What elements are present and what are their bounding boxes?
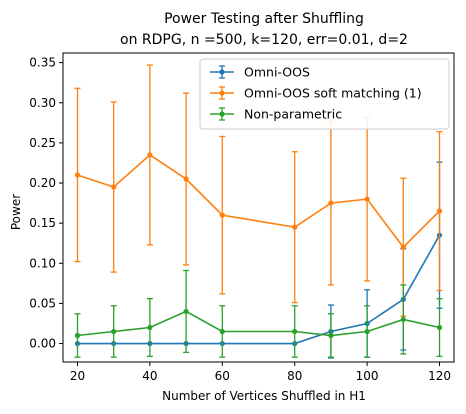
chart-title-line-1: Power Testing after Shuffling <box>164 11 364 27</box>
legend-label: Omni-OOS soft matching (1) <box>244 86 422 101</box>
data-point <box>328 332 334 339</box>
data-point <box>364 328 370 335</box>
legend-item: Non-parametric <box>210 107 342 122</box>
legend: Omni-OOS Omni-OOS soft matching (1) Non-pa… <box>199 58 450 130</box>
legend-marker <box>219 90 225 96</box>
data-point <box>292 224 298 230</box>
y-tick-label: 0.20 <box>29 176 56 190</box>
y-tick-label: 0.35 <box>29 56 56 70</box>
data-point <box>219 328 225 335</box>
series-line <box>77 310 440 337</box>
y-tick-label: 0.25 <box>29 136 56 150</box>
y-axis-label: Power <box>9 194 23 230</box>
x-tick-label: 20 <box>70 369 85 383</box>
data-point <box>147 152 153 158</box>
data-point <box>183 308 189 315</box>
x-tick-label: 100 <box>356 369 379 383</box>
chart-title: Power Testing after Shuffling on RDPG, n… <box>120 11 408 48</box>
x-tick-label: 60 <box>215 369 230 383</box>
x-tick-label: 40 <box>142 369 157 383</box>
legend-item: Omni-OOS <box>210 65 310 80</box>
y-tick-label: 0.00 <box>29 337 56 351</box>
y-tick-label: 0.30 <box>29 96 56 110</box>
data-point <box>328 200 334 206</box>
data-point <box>436 324 443 331</box>
chart-title-line-2: on RDPG, n =500, k=120, err=0.01, d=2 <box>120 32 408 48</box>
data-point <box>111 184 117 190</box>
data-point <box>111 328 117 335</box>
data-point <box>364 196 370 202</box>
legend-marker <box>219 69 225 75</box>
data-point <box>74 172 81 178</box>
legend-box <box>199 58 450 130</box>
series-omni-oos <box>74 161 443 359</box>
y-tick-label: 0.10 <box>29 256 56 270</box>
data-point <box>147 324 153 331</box>
legend-label: Non-parametric <box>244 107 342 122</box>
series-line <box>77 234 441 345</box>
series-non-parametric <box>74 269 443 358</box>
data-point <box>436 208 443 214</box>
data-point <box>183 176 189 182</box>
data-point <box>400 316 406 323</box>
x-axis-label: Number of Vertices Shuffled in H1 <box>162 389 366 403</box>
axes: 20 40 60 80 100 120 0.00 0.05 0.10 0.15 0.20 0.25 0.… <box>29 56 451 383</box>
data-point <box>400 244 406 250</box>
x-tick-label: 120 <box>428 369 451 383</box>
legend-item: Omni-OOS soft matching (1) <box>210 86 422 101</box>
y-tick-label: 0.15 <box>29 216 56 230</box>
series-omni-oos-soft-matching-1 <box>74 64 443 317</box>
plot-frame <box>62 52 455 363</box>
series-line <box>77 153 441 249</box>
x-tick-label: 80 <box>287 369 302 383</box>
legend-label: Omni-OOS <box>244 65 310 80</box>
legend-marker <box>219 111 225 117</box>
y-tick-label: 0.05 <box>29 296 56 310</box>
data-point <box>74 332 81 339</box>
data-point <box>292 328 298 335</box>
plot-series <box>74 64 443 359</box>
data-point <box>219 212 225 218</box>
